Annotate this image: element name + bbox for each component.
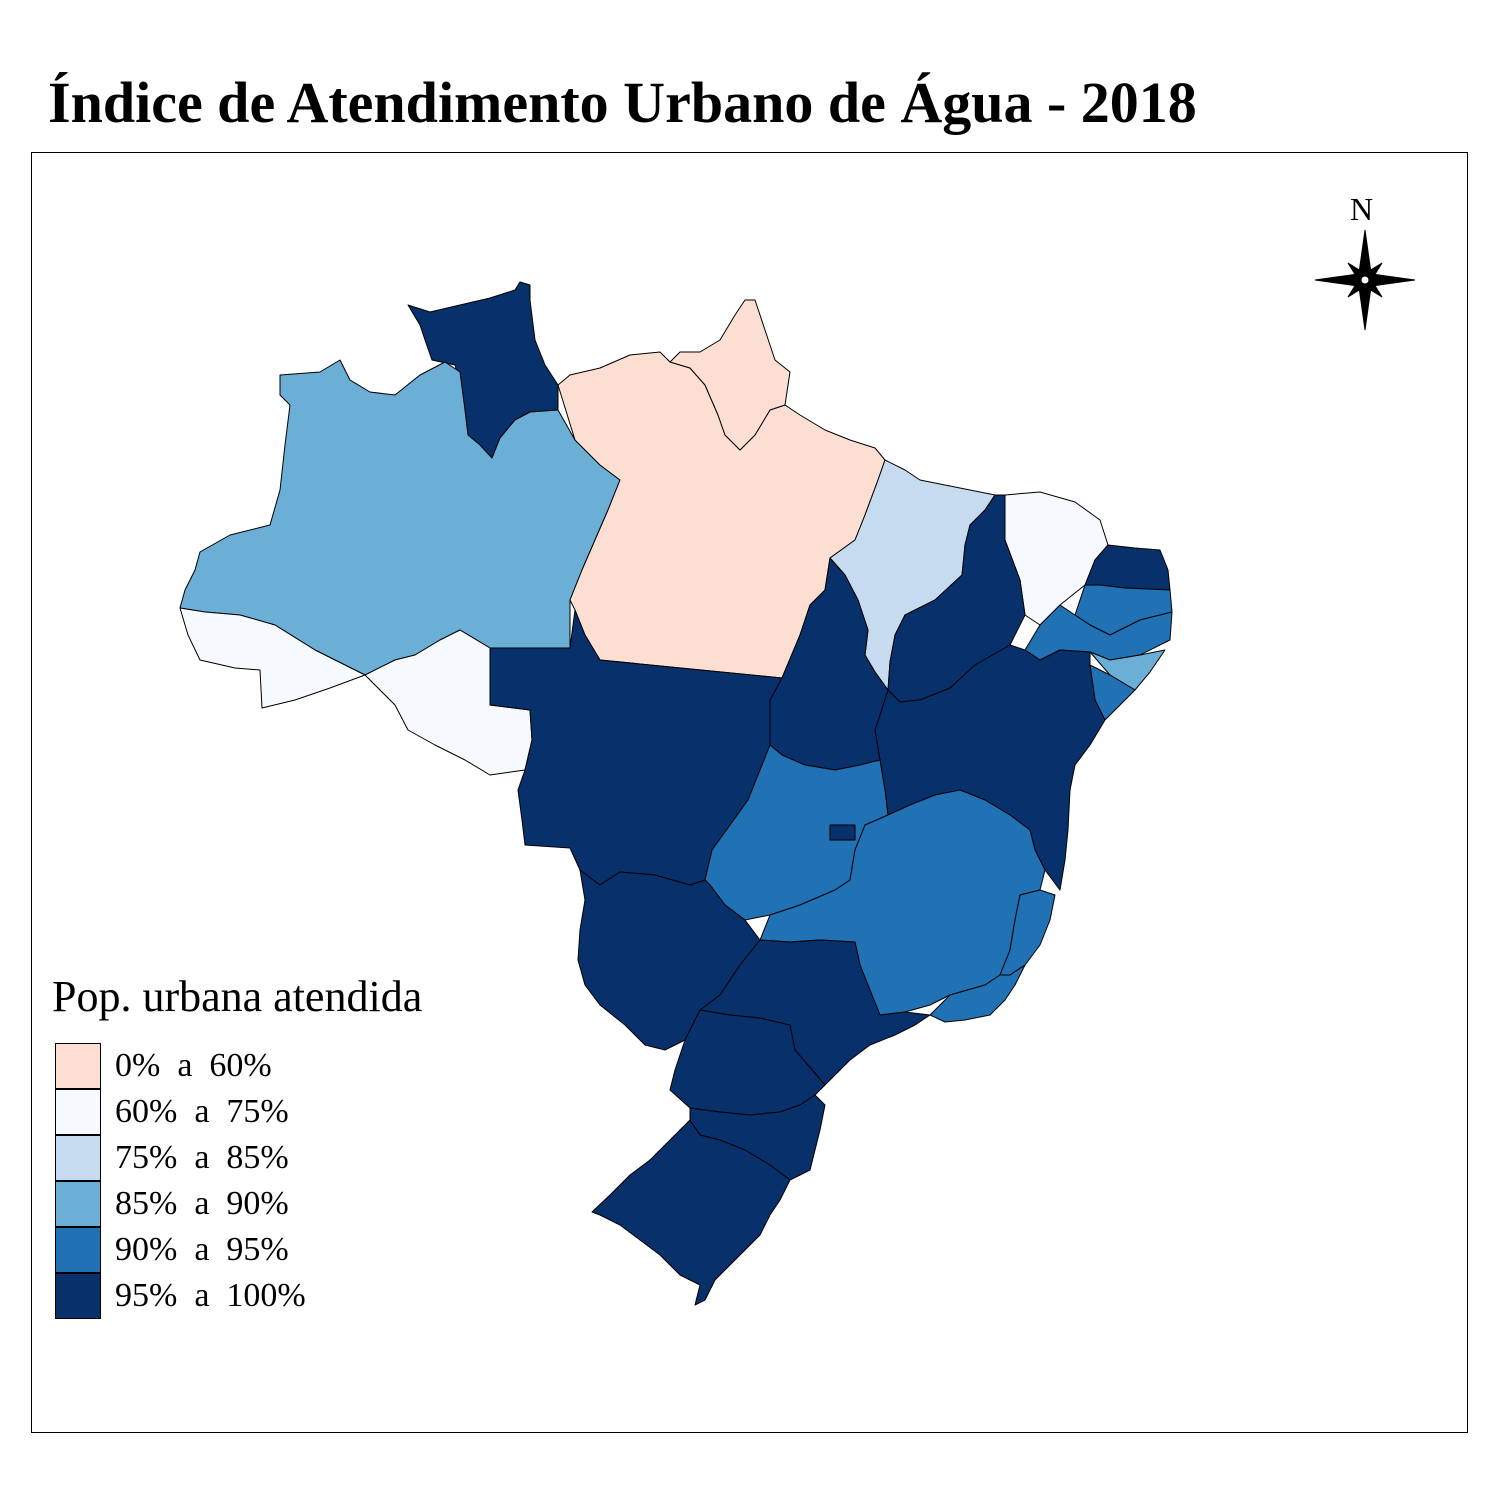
state-DF <box>829 824 856 841</box>
legend-swatch <box>55 1227 101 1273</box>
map-title: Índice de Atendimento Urbano de Água - 2… <box>48 70 1197 135</box>
state-AP <box>669 299 791 451</box>
legend-swatch <box>55 1135 101 1181</box>
legend-swatch <box>55 1273 101 1319</box>
compass-rose-icon <box>1314 229 1416 331</box>
legend-swatch <box>55 1043 101 1089</box>
legend-label: 85% a 90% <box>115 1185 289 1222</box>
state-AC <box>179 607 366 709</box>
legend-label: 75% a 85% <box>115 1139 289 1176</box>
legend-label: 90% a 95% <box>115 1231 289 1268</box>
legend-item: 60% a 75% <box>55 1089 435 1135</box>
legend-item: 0% a 60% <box>55 1043 435 1089</box>
legend-label: 0% a 60% <box>115 1047 272 1084</box>
legend-label: 95% a 100% <box>115 1277 306 1314</box>
state-MG <box>759 789 1046 1016</box>
legend-swatch <box>55 1089 101 1135</box>
legend-item: 75% a 85% <box>55 1135 435 1181</box>
state-RS <box>591 1119 791 1306</box>
north-label: N <box>1350 191 1374 227</box>
state-RJ <box>929 964 1026 1023</box>
legend-item: 95% a 100% <box>55 1273 435 1319</box>
legend-title: Pop. urbana atendida <box>52 972 423 1021</box>
legend-item: 90% a 95% <box>55 1227 435 1273</box>
map-frame <box>31 152 1468 1433</box>
legend-item: 85% a 90% <box>55 1181 435 1227</box>
legend-label: 60% a 75% <box>115 1093 289 1130</box>
legend-swatch <box>55 1181 101 1227</box>
